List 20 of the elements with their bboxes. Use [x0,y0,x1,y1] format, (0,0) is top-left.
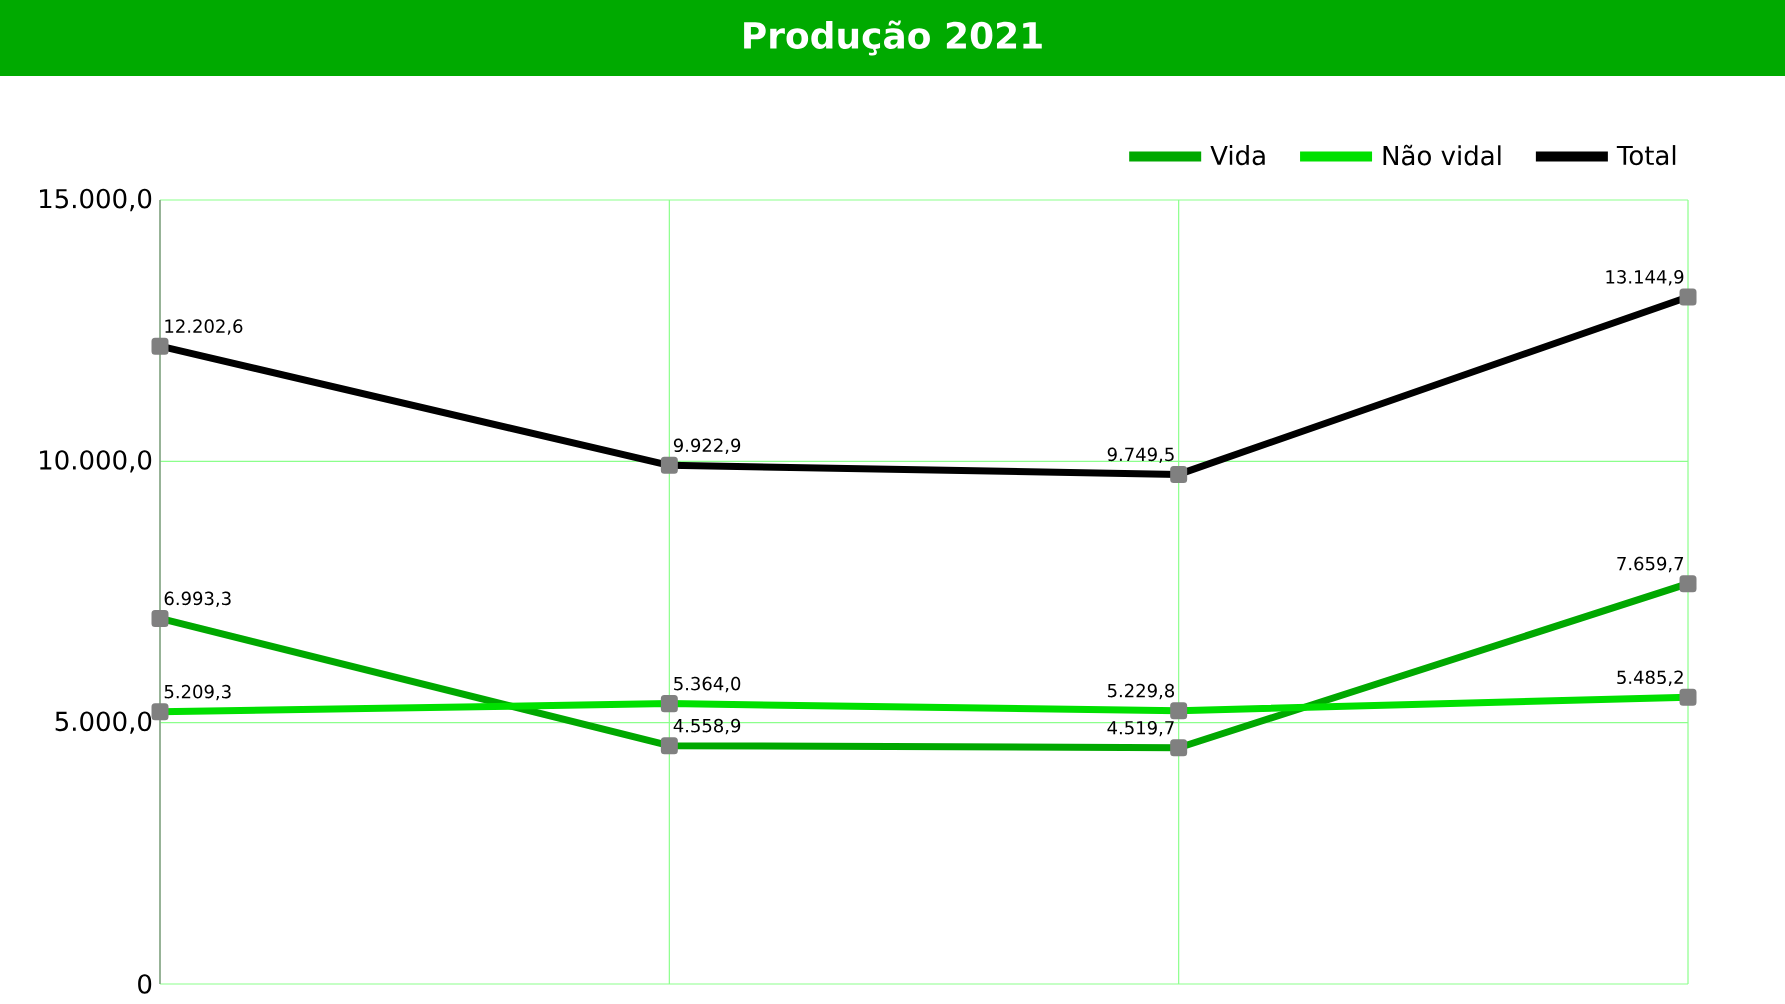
y-tick-label: 5.000,0 [55,711,152,734]
data-label: 9.922,9 [673,438,741,454]
data-label: 6.993,3 [164,591,231,608]
data-label: 5.364,0 [674,676,741,693]
data-label: 5.229,8 [1107,683,1175,700]
y-tick-label: 0 [138,974,152,994]
data-label: 12.202,6 [165,319,243,335]
data-label: 4.519,7 [1107,720,1174,737]
y-tick-label: 10.000,0 [40,450,152,473]
data-label: 5.209,3 [164,684,231,701]
data-label: 9.749,5 [1107,447,1174,464]
y-tick-label: 15.000,0 [40,188,152,212]
data-label: 5.485,2 [1617,670,1683,686]
chart-title: Produção 2021 [744,20,1042,56]
legend-label: Não vidal [1383,144,1501,166]
legend-label: Total [1616,145,1676,166]
legend-label: Vida [1210,145,1265,166]
data-label: 13.144,9 [1606,270,1684,286]
data-label: 4.558,9 [673,718,741,735]
data-label: 7.659,7 [1617,556,1684,573]
